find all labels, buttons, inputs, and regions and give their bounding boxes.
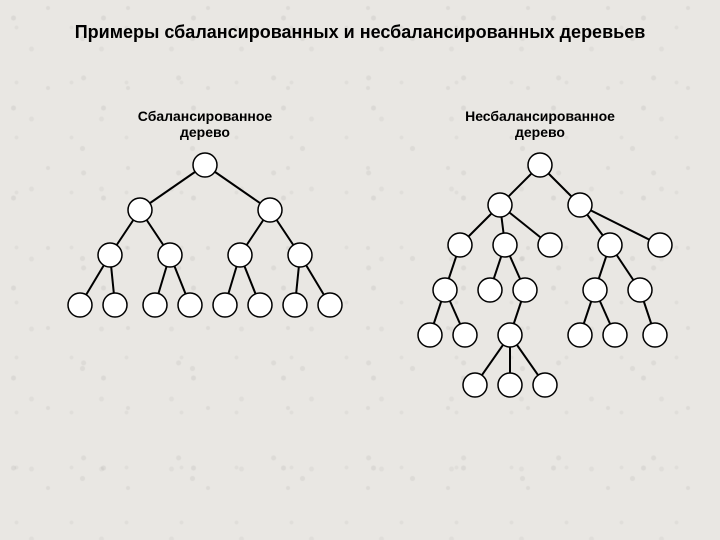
balanced-node bbox=[288, 243, 312, 267]
unbalanced-node bbox=[628, 278, 652, 302]
balanced-node bbox=[158, 243, 182, 267]
balanced-node bbox=[318, 293, 342, 317]
trees-diagram bbox=[0, 0, 720, 540]
balanced-node bbox=[228, 243, 252, 267]
unbalanced-node bbox=[488, 193, 512, 217]
balanced-node bbox=[213, 293, 237, 317]
unbalanced-node bbox=[463, 373, 487, 397]
balanced-node bbox=[258, 198, 282, 222]
unbalanced-node bbox=[493, 233, 517, 257]
balanced-tree-label: Сбалансированноедерево bbox=[95, 108, 315, 140]
unbalanced-node bbox=[448, 233, 472, 257]
unbalanced-node bbox=[498, 373, 522, 397]
balanced-node bbox=[103, 293, 127, 317]
unbalanced-tree-label: Несбалансированноедерево bbox=[430, 108, 650, 140]
balanced-node bbox=[68, 293, 92, 317]
unbalanced-node bbox=[598, 233, 622, 257]
balanced-node bbox=[128, 198, 152, 222]
balanced-node bbox=[178, 293, 202, 317]
unbalanced-node bbox=[528, 153, 552, 177]
unbalanced-node bbox=[498, 323, 522, 347]
unbalanced-node bbox=[433, 278, 457, 302]
balanced-node bbox=[193, 153, 217, 177]
unbalanced-node bbox=[538, 233, 562, 257]
page-title: Примеры сбалансированных и несбалансиров… bbox=[0, 22, 720, 43]
balanced-node bbox=[283, 293, 307, 317]
balanced-node bbox=[143, 293, 167, 317]
unbalanced-node bbox=[568, 193, 592, 217]
unbalanced-node bbox=[453, 323, 477, 347]
unbalanced-node bbox=[533, 373, 557, 397]
unbalanced-node bbox=[643, 323, 667, 347]
unbalanced-node bbox=[513, 278, 537, 302]
unbalanced-node bbox=[568, 323, 592, 347]
balanced-node bbox=[248, 293, 272, 317]
tree-nodes bbox=[68, 153, 672, 397]
unbalanced-node bbox=[478, 278, 502, 302]
unbalanced-node bbox=[603, 323, 627, 347]
unbalanced-node bbox=[583, 278, 607, 302]
unbalanced-node bbox=[648, 233, 672, 257]
unbalanced-node bbox=[418, 323, 442, 347]
balanced-node bbox=[98, 243, 122, 267]
